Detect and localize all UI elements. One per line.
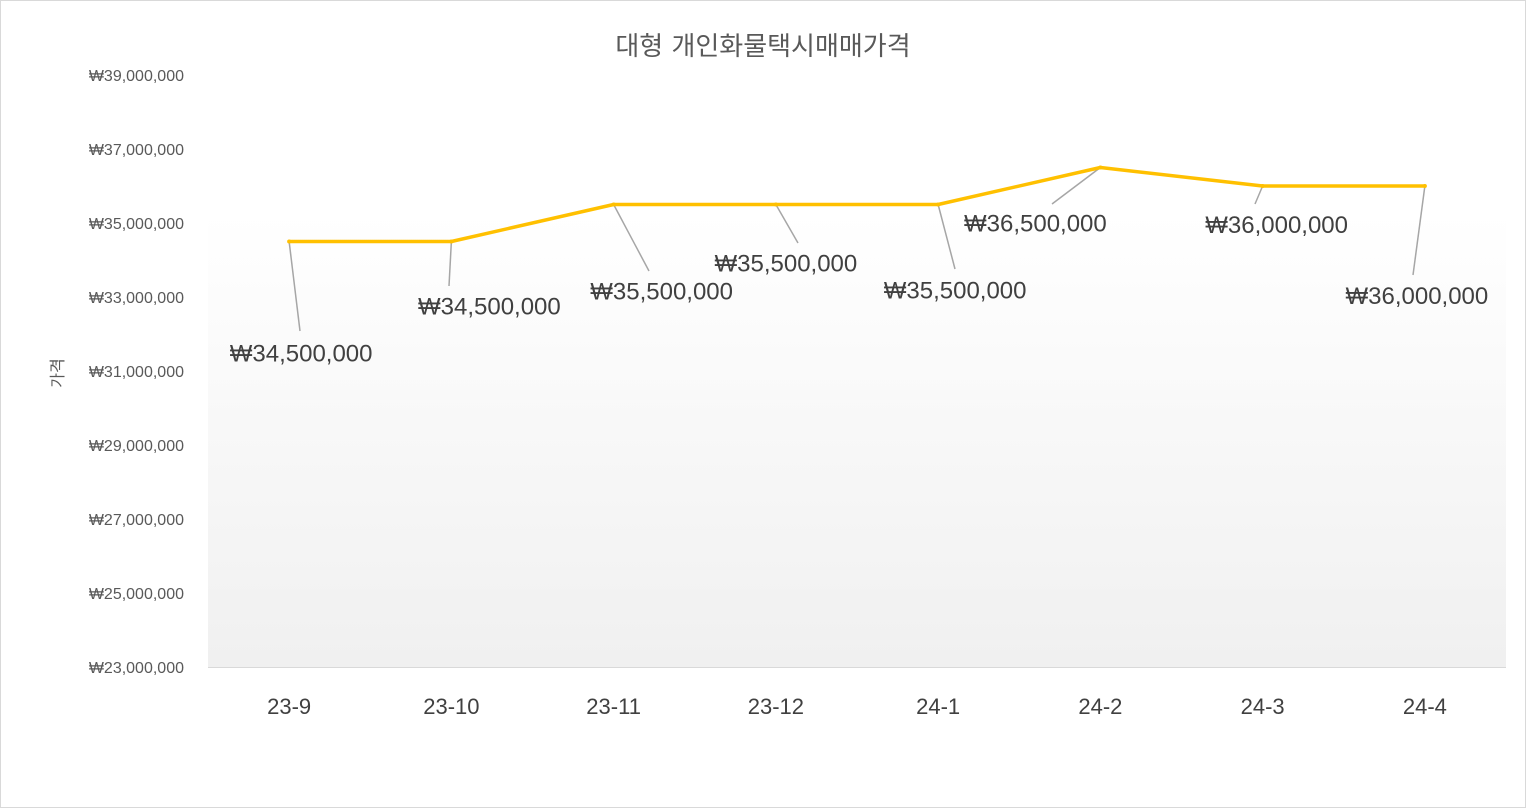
x-tick-label: 23-12 xyxy=(748,694,804,719)
data-label: ₩36,000,000 xyxy=(1205,212,1348,239)
data-point xyxy=(1260,184,1265,188)
y-tick-label: ₩23,000,000 xyxy=(89,660,184,677)
x-tick-label: 23-10 xyxy=(423,694,479,719)
data-point xyxy=(287,239,292,244)
data-point xyxy=(1098,165,1103,170)
data-label-leader xyxy=(1254,185,1264,205)
y-tick-label: ₩37,000,000 xyxy=(89,142,184,159)
y-tick-label: ₩27,000,000 xyxy=(89,512,184,529)
x-tick-label: 24-2 xyxy=(1078,694,1122,719)
y-tick-label: ₩33,000,000 xyxy=(89,290,184,307)
y-axis-label: 가격 xyxy=(48,358,67,387)
plot-area xyxy=(208,213,1506,667)
x-tick-label: 24-1 xyxy=(916,694,960,719)
x-tick-label: 24-3 xyxy=(1241,694,1285,719)
data-label-leader xyxy=(1412,185,1426,276)
data-point xyxy=(1422,184,1427,188)
data-label: ₩35,500,000 xyxy=(714,251,857,278)
y-tick-label: ₩35,000,000 xyxy=(89,216,184,233)
y-axis-ticks: ₩23,000,000 ₩25,000,000 ₩27,000,000 ₩29,000… xyxy=(89,68,184,677)
x-tick-label: 23-9 xyxy=(267,694,311,719)
data-point xyxy=(773,202,778,207)
data-label-leader xyxy=(1051,166,1101,205)
data-labels: ₩34,500,000₩34,500,000₩35,500,000₩35,500… xyxy=(230,211,1489,368)
data-label: ₩36,000,000 xyxy=(1345,283,1488,310)
y-tick-label: ₩31,000,000 xyxy=(89,364,184,381)
chart-title: 대형 개인화물택시매매가격 xyxy=(615,32,910,62)
data-label-leaders xyxy=(288,166,1426,332)
data-label-leader xyxy=(612,204,650,272)
x-axis-ticks: 23-9 23-10 23-11 23-12 24-1 24-2 24-3 24-4 xyxy=(267,694,1447,719)
y-tick-label: ₩39,000,000 xyxy=(89,68,184,85)
data-label: ₩36,500,000 xyxy=(964,211,1107,238)
data-label-leader xyxy=(448,241,453,287)
series-line xyxy=(289,165,1425,244)
series-group xyxy=(287,165,1427,244)
data-point xyxy=(936,202,941,207)
data-label-leader xyxy=(288,241,301,332)
data-label-leader xyxy=(937,204,956,270)
y-tick-label: ₩25,000,000 xyxy=(89,586,184,603)
data-label: ₩34,500,000 xyxy=(230,341,373,368)
data-label: ₩35,500,000 xyxy=(590,279,733,306)
data-point xyxy=(611,202,616,207)
data-label: ₩35,500,000 xyxy=(884,278,1027,305)
y-tick-label: ₩29,000,000 xyxy=(89,438,184,455)
data-label: ₩34,500,000 xyxy=(418,294,561,321)
data-point xyxy=(449,239,454,244)
data-label-leader xyxy=(775,204,799,244)
x-tick-label: 23-11 xyxy=(586,694,641,719)
x-tick-label: 24-4 xyxy=(1403,694,1447,719)
